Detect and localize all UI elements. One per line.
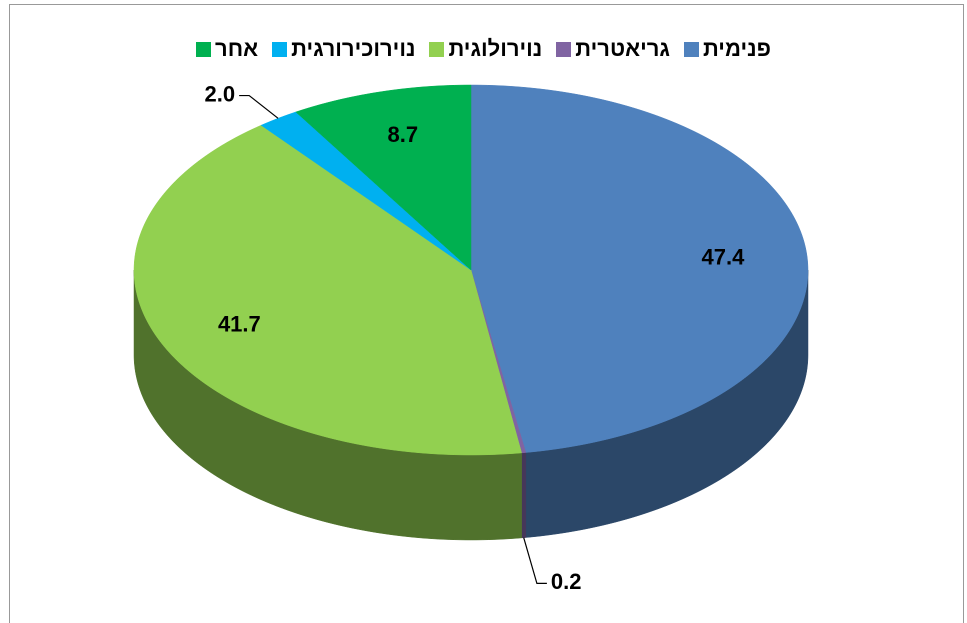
legend-item: נוירולוגית <box>429 36 542 62</box>
leader-line <box>239 94 279 119</box>
legend-swatch <box>429 41 445 57</box>
legend-swatch <box>556 41 572 57</box>
legend-label: נוירוכירורגית <box>291 36 416 61</box>
slice-side <box>521 452 527 539</box>
data-label: 47.4 <box>701 244 745 269</box>
data-label: 0.2 <box>551 569 582 594</box>
legend: פנימית גריאטרית נוירולוגית נוירוכירורגית אחר <box>0 36 967 62</box>
slice <box>295 84 472 271</box>
legend-swatch <box>272 41 288 57</box>
legend-item: פנימית <box>683 36 771 62</box>
data-label: 41.7 <box>218 311 261 336</box>
legend-item: גריאטרית <box>556 36 670 62</box>
data-label: 2.0 <box>205 81 236 106</box>
leader-line <box>523 537 547 585</box>
legend-label: נוירולוגית <box>448 36 543 61</box>
legend-swatch <box>196 41 212 57</box>
legend-swatch <box>683 41 699 57</box>
slice <box>470 84 809 453</box>
legend-label: פנימית <box>702 36 771 61</box>
legend-item: אחר <box>196 36 258 62</box>
data-label: 8.7 <box>387 122 418 147</box>
legend-label: גריאטרית <box>575 36 670 61</box>
legend-label: אחר <box>215 36 259 61</box>
slice <box>133 124 522 456</box>
legend-item: נוירוכירורגית <box>272 36 415 62</box>
chart-frame <box>9 4 964 623</box>
